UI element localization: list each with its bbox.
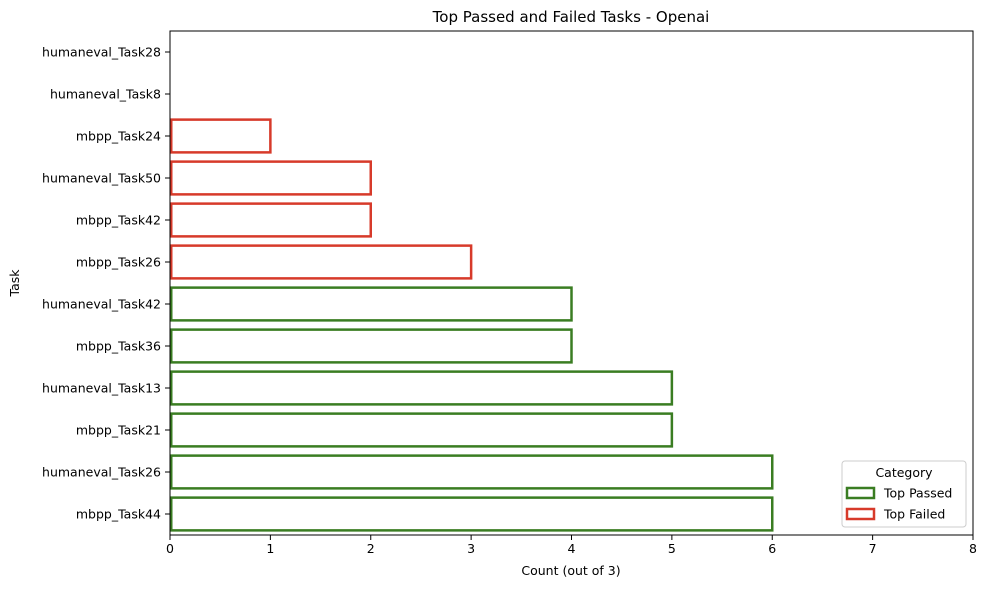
y-tick-label: mbpp_Task24 (76, 129, 161, 144)
x-axis: 0 1 2 3 4 5 6 7 8 (166, 535, 977, 556)
y-tick-label: humaneval_Task28 (42, 45, 161, 60)
y-axis: humaneval_Task28 humaneval_Task8 mbpp_Task… (42, 45, 170, 522)
x-tick-label: 3 (467, 541, 475, 556)
y-tick-label: mbpp_Task36 (76, 339, 161, 354)
x-tick-label: 4 (568, 541, 576, 556)
bar-mbpp_Task26 (170, 244, 473, 280)
bar-mbpp_Task24 (170, 118, 272, 154)
y-tick-label: mbpp_Task42 (76, 213, 161, 228)
x-axis-label: Count (out of 3) (521, 563, 620, 578)
bars (170, 118, 774, 532)
bar-humaneval_Task42 (170, 286, 573, 322)
bar-mbpp_Task21 (170, 412, 674, 448)
y-axis-label: Task (7, 269, 22, 298)
bar-humaneval_Task13 (170, 370, 674, 406)
x-tick-label: 5 (668, 541, 676, 556)
x-tick-label: 8 (969, 541, 977, 556)
legend-title: Category (875, 465, 933, 480)
chart-title: Top Passed and Failed Tasks - Openai (432, 8, 710, 26)
legend: Category Top Passed Top Failed (841, 460, 967, 528)
legend-swatch (845, 486, 876, 500)
y-tick-label: mbpp_Task26 (76, 255, 161, 270)
bar-mbpp_Task42 (170, 202, 372, 238)
x-tick-label: 0 (166, 541, 174, 556)
x-tick-label: 7 (869, 541, 877, 556)
y-tick-label: humaneval_Task13 (42, 381, 161, 396)
plot-frame (169, 30, 974, 536)
legend-entry-label: Top Failed (883, 507, 945, 522)
y-tick-label: humaneval_Task26 (42, 465, 161, 480)
x-tick-label: 1 (266, 541, 274, 556)
y-tick-label: humaneval_Task42 (42, 297, 161, 312)
x-tick-label: 6 (768, 541, 776, 556)
y-tick-label: mbpp_Task21 (76, 423, 161, 438)
bar-mbpp_Task44 (170, 496, 774, 532)
bar-mbpp_Task36 (170, 328, 573, 364)
legend-swatch (845, 507, 876, 521)
bar-humaneval_Task26 (170, 454, 774, 490)
bar-humaneval_Task50 (170, 160, 372, 196)
x-tick-label: 2 (367, 541, 375, 556)
legend-entry-label: Top Passed (883, 486, 952, 501)
y-tick-label: mbpp_Task44 (76, 507, 161, 522)
y-tick-label: humaneval_Task50 (42, 171, 161, 186)
y-tick-label: humaneval_Task8 (50, 87, 161, 102)
